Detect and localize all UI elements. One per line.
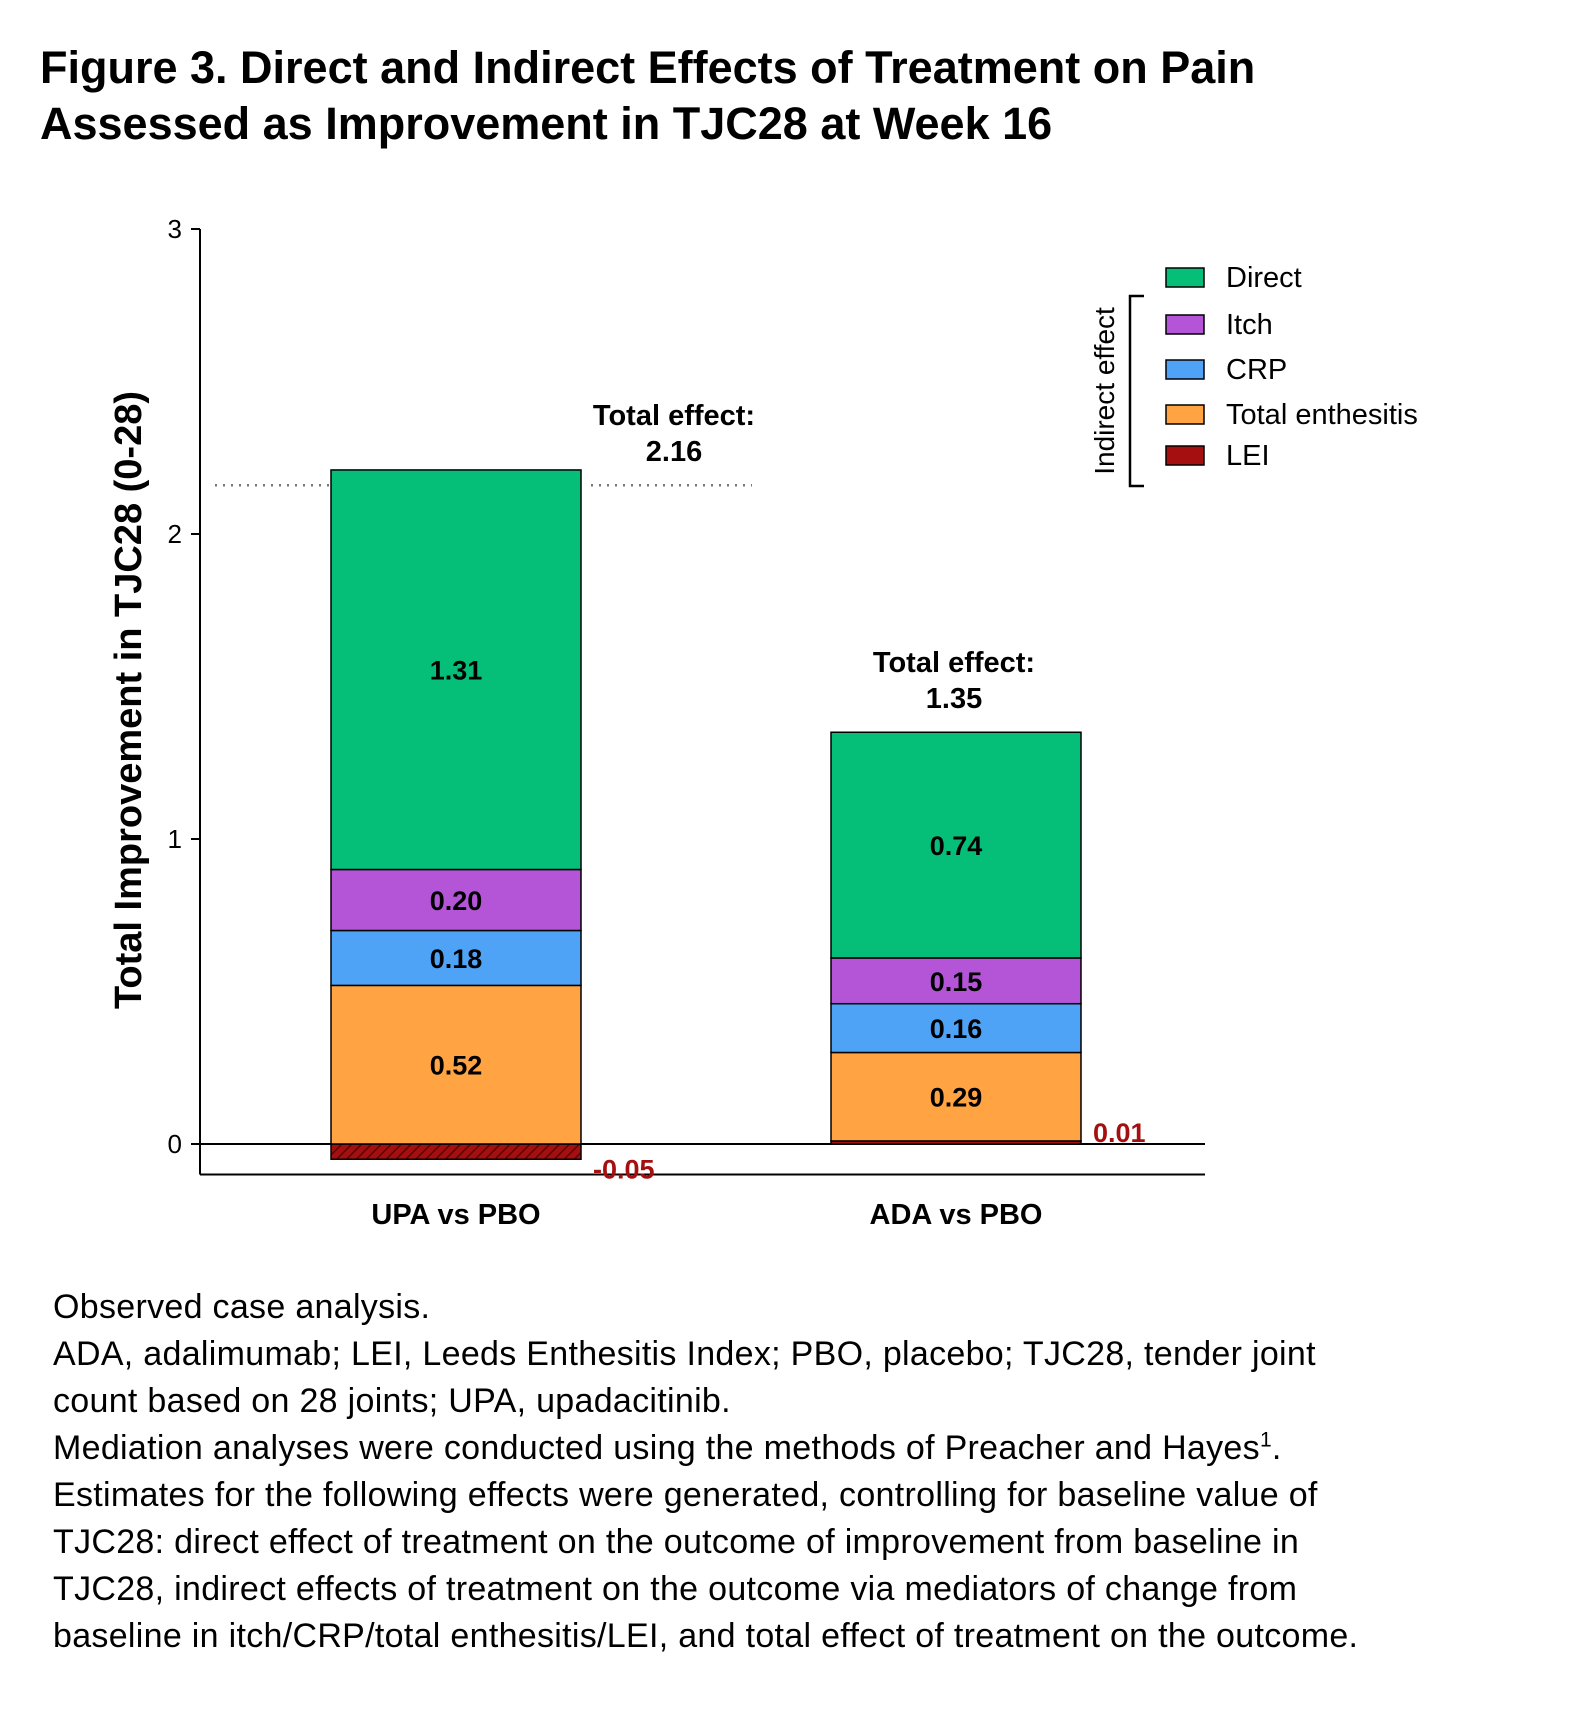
bar-segment-total-enthesitis: [830, 1051, 1082, 1142]
bar-segment-total-enthesitis: [330, 984, 582, 1145]
bar-segment-direct: [830, 731, 1082, 959]
y-axis-label: Total Improvement in TJC28 (0-28): [108, 391, 150, 1009]
bar-segment-direct: [330, 469, 582, 871]
figure-title-line-1: Figure 3. Direct and Indirect Effects of…: [40, 42, 1256, 93]
total-effect-label: Total effect:: [593, 400, 755, 432]
figure-title-line-2: Assessed as Improvement in TJC28 at Week…: [40, 98, 1053, 149]
bar-segment-crp: [330, 929, 582, 987]
legend-swatch-direct: [1165, 267, 1205, 288]
y-tick-label: 0: [168, 1129, 182, 1159]
data-label-direct: 0.74: [930, 831, 983, 861]
notes-line-2: ADA, adalimumab; LEI, Leeds Enthesitis I…: [53, 1335, 1316, 1373]
legend-swatch-lei: [1165, 445, 1205, 466]
legend-label-crp: CRP: [1226, 354, 1287, 386]
notes-line-1: Observed case analysis.: [53, 1288, 431, 1326]
figure-title: Figure 3. Direct and Indirect Effects of…: [40, 40, 1520, 152]
x-category-label: ADA vs PBO: [870, 1199, 1043, 1231]
y-tick-label: 2: [168, 519, 182, 549]
legend-label-total-enthesitis: Total enthesitis: [1226, 399, 1418, 431]
legend-label-direct: Direct: [1226, 262, 1302, 294]
legend-swatch-crp: [1165, 359, 1205, 380]
data-label-total-enthesitis: 0.29: [930, 1083, 983, 1113]
data-label-crp: 0.16: [930, 1014, 983, 1044]
data-label-total-enthesitis: 0.52: [430, 1051, 483, 1081]
y-tick-label: 1: [168, 824, 182, 854]
data-label-itch: 0.15: [930, 967, 983, 997]
notes-line-7: TJC28, indirect effects of treatment on …: [53, 1570, 1298, 1608]
notes-line-4-text: Mediation analyses were conducted using …: [53, 1429, 1260, 1467]
x-category-label: UPA vs PBO: [371, 1199, 540, 1231]
notes-line-6: TJC28: direct effect of treatment on the…: [53, 1523, 1300, 1561]
data-label-direct: 1.31: [430, 656, 483, 686]
legend-label-lei: LEI: [1226, 440, 1270, 472]
figure-notes: Observed case analysis. ADA, adalimumab;…: [53, 1284, 1553, 1660]
data-label-itch: 0.20: [430, 886, 483, 916]
bar-segment-crp: [830, 1002, 1082, 1054]
data-label-lei: 0.01: [1093, 1118, 1146, 1148]
legend-label-itch: Itch: [1226, 309, 1273, 341]
notes-line-4-end: .: [1271, 1429, 1282, 1467]
data-label-lei: -0.05: [593, 1154, 655, 1184]
stacked-bar-chart: 0 1 2 3 Total Improvement in TJC28 (0-28) UPA…: [108, 214, 1418, 1231]
total-effect-value: 2.16: [646, 436, 702, 468]
total-effect-value: 1.35: [926, 683, 982, 715]
data-label-crp: 0.18: [430, 944, 483, 974]
notes-line-8: baseline in itch/CRP/total enthesitis/LE…: [53, 1617, 1359, 1655]
indirect-effect-label: Indirect effect: [1089, 307, 1120, 475]
bar-segment-lei: [330, 1143, 582, 1160]
bar-segment-itch: [830, 957, 1082, 1005]
total-effect-label: Total effect:: [873, 647, 1035, 679]
legend-swatch-total-enthesitis: [1165, 404, 1205, 425]
indirect-effect-bracket: [1128, 294, 1144, 488]
y-tick-label: 3: [168, 214, 182, 244]
legend-swatch-itch: [1165, 314, 1205, 335]
notes-line-4: Mediation analyses were conducted using …: [53, 1425, 1553, 1472]
notes-line-3: count based on 28 joints; UPA, upadaciti…: [53, 1382, 731, 1420]
citation-superscript: 1: [1259, 1428, 1272, 1452]
bar-segment-itch: [330, 868, 582, 932]
notes-line-5: Estimates for the following effects were…: [53, 1476, 1318, 1514]
